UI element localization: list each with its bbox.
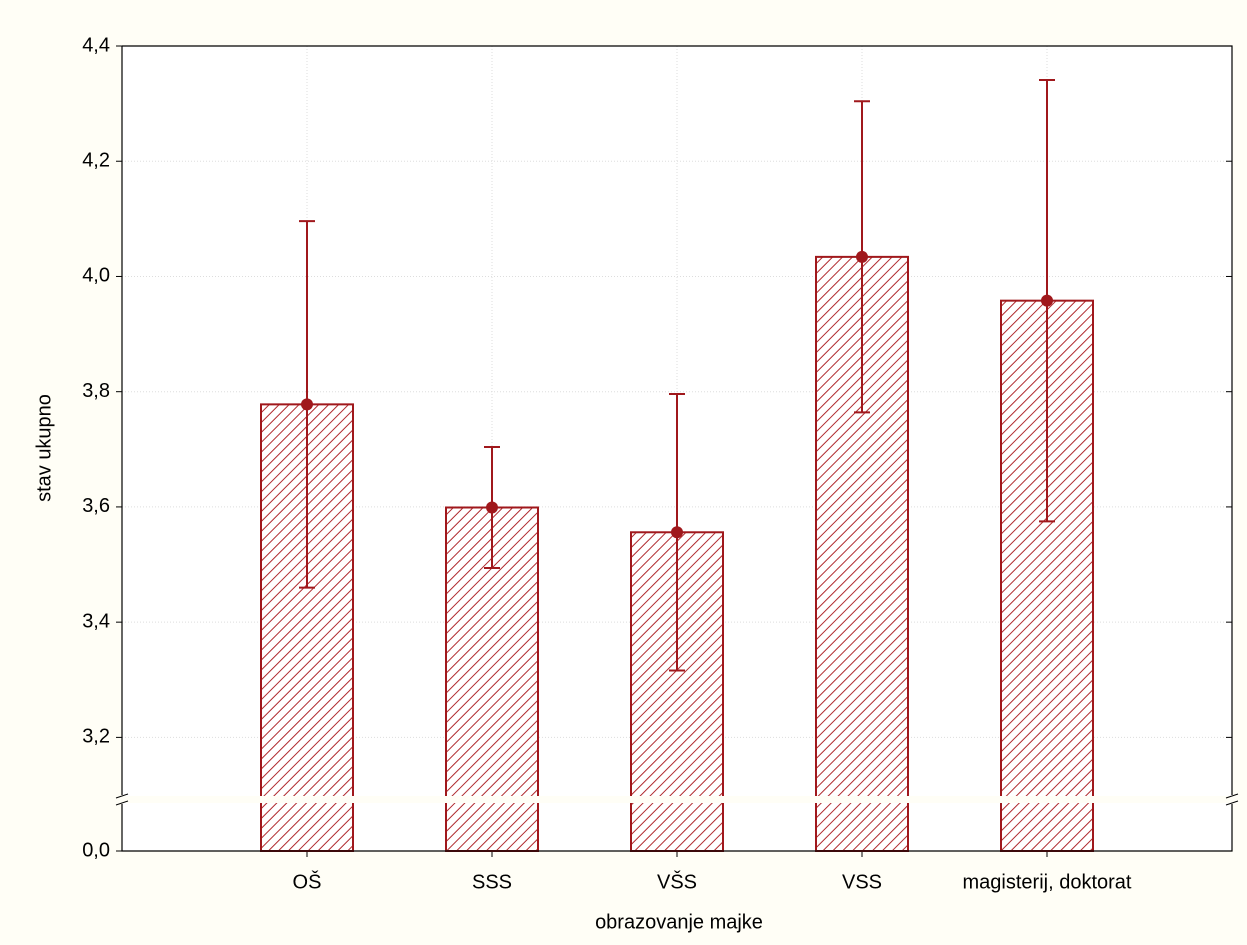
mean-point	[1041, 294, 1053, 307]
x-tick-label: magisterij, doktorat	[963, 871, 1132, 893]
y-axis-label: stav ukupno	[33, 394, 55, 502]
y-tick-label: 4,0	[82, 265, 110, 287]
y-tick-label: 0,0	[82, 839, 110, 861]
x-tick-label: OŠ	[293, 870, 322, 893]
y-tick-label: 4,4	[82, 34, 110, 56]
mean-point	[671, 526, 683, 539]
x-tick-label: VŠS	[657, 870, 697, 893]
x-axis-label: obrazovanje majke	[595, 911, 763, 933]
y-tick-label: 3,6	[82, 495, 110, 517]
mean-point	[301, 398, 313, 411]
x-tick-label: VSS	[842, 871, 882, 893]
y-tick-label: 4,2	[82, 150, 110, 172]
x-tick-label: SSS	[472, 871, 512, 893]
mean-point	[856, 250, 868, 263]
axis-frame	[121, 45, 1233, 852]
y-tick-label: 3,8	[82, 380, 110, 402]
y-tick-label: 3,4	[82, 610, 110, 632]
break-mark	[1225, 793, 1239, 799]
y-tick-label: 3,2	[82, 726, 110, 748]
break-mark	[1225, 800, 1239, 806]
break-mark	[115, 793, 129, 799]
mean-point	[486, 501, 498, 514]
axis-break	[112, 796, 1242, 803]
break-mark	[115, 800, 129, 806]
